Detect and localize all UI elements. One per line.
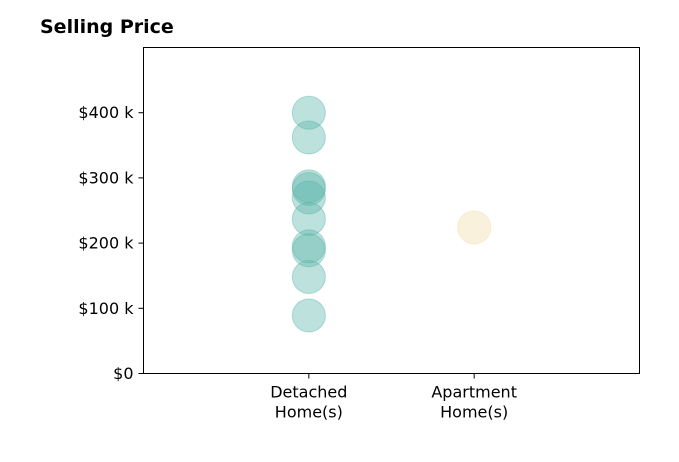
y-tick-label: $0 [113, 364, 133, 383]
data-point [291, 229, 326, 264]
y-tick-label: $200 k [78, 234, 134, 253]
data-point [457, 210, 492, 245]
data-point [291, 180, 326, 215]
x-tick-label-line: Home(s) [440, 403, 508, 422]
data-point [291, 95, 326, 130]
plot-frame [143, 47, 640, 374]
data-point [291, 169, 326, 204]
y-tick-label: $400 k [78, 103, 134, 122]
y-tick-label: $100 k [78, 299, 134, 318]
data-point [291, 171, 326, 206]
points-layer [291, 95, 492, 333]
x-tick-label-line: Detached [270, 383, 347, 402]
x-tick-label: Detached Home(s) [270, 383, 347, 422]
x-tick-label-line: Apartment [431, 383, 517, 402]
data-point [291, 201, 326, 236]
data-point [291, 260, 326, 295]
x-axis: Detached Home(s)Apartment Home(s) [270, 373, 517, 422]
data-point [291, 120, 326, 155]
x-tick-label: Apartment Home(s) [431, 383, 517, 422]
data-point [291, 298, 326, 333]
x-tick-label-line: Home(s) [275, 403, 343, 422]
data-point [291, 233, 326, 268]
y-tick-label: $300 k [78, 168, 134, 187]
y-axis: $0 $100 k $200 k $300 k $400 k [78, 103, 144, 383]
chart-title: Selling Price [40, 16, 174, 38]
